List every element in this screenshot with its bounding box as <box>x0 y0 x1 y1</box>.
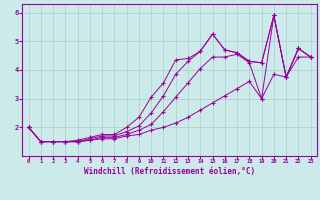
X-axis label: Windchill (Refroidissement éolien,°C): Windchill (Refroidissement éolien,°C) <box>84 167 255 176</box>
